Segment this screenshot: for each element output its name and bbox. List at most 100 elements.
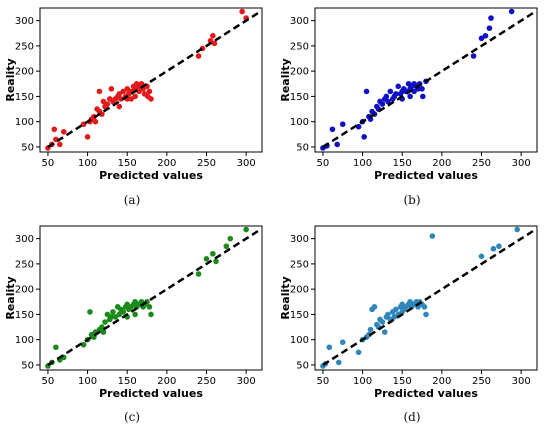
x-tick-label: 200 <box>432 158 451 169</box>
data-point <box>363 88 370 95</box>
reference-line <box>322 11 534 149</box>
data-point <box>84 134 91 140</box>
y-axis-label: Reality <box>279 58 292 101</box>
data-point <box>227 235 234 242</box>
data-point <box>116 103 123 110</box>
x-axis-label: Predicted values <box>374 387 478 400</box>
data-point <box>385 98 391 105</box>
data-point <box>100 329 107 335</box>
data-point <box>393 91 399 97</box>
data-point <box>120 309 127 315</box>
data-point <box>108 314 115 320</box>
x-tick-label: 50 <box>42 158 55 169</box>
data-point <box>486 25 493 32</box>
x-tick-label: 150 <box>393 376 412 387</box>
data-point <box>102 319 108 325</box>
y-tick-label: 200 <box>290 285 309 296</box>
x-axis-label: Predicted values <box>99 169 203 182</box>
x-tick-label: 100 <box>353 376 372 387</box>
scatter-chart-d: 50 100 150 200 250 300 50 100 150 200 250 300 Predic… <box>279 225 538 400</box>
data-point <box>124 86 131 92</box>
y-tick-label: 50 <box>296 142 309 153</box>
data-point <box>470 53 477 59</box>
data-point <box>136 88 142 95</box>
y-tick-label: 100 <box>15 335 34 346</box>
data-point <box>128 96 134 102</box>
data-point <box>355 123 362 130</box>
data-point <box>379 319 386 325</box>
data-point <box>100 98 107 105</box>
x-tick-label: 300 <box>237 158 256 169</box>
y-tick-label: 300 <box>290 234 309 245</box>
data-point <box>132 311 138 318</box>
y-tick-label: 300 <box>290 16 309 27</box>
data-point <box>210 32 216 39</box>
data-point <box>239 8 245 15</box>
data-point <box>496 243 502 250</box>
data-point <box>53 344 59 351</box>
data-point <box>326 344 333 351</box>
x-tick-label: 50 <box>42 376 55 387</box>
data-point <box>148 96 154 102</box>
x-tick-label: 100 <box>353 158 372 169</box>
y-tick-label: 250 <box>290 41 309 52</box>
y-tick-label: 150 <box>290 92 309 103</box>
data-point <box>80 341 87 348</box>
x-tick-label: 200 <box>432 376 451 387</box>
data-point <box>488 15 494 21</box>
data-point <box>371 304 378 310</box>
data-point <box>339 339 346 346</box>
data-point <box>387 88 394 95</box>
plot-frame <box>314 7 538 153</box>
y-tick-label: 150 <box>290 310 309 321</box>
data-point <box>87 309 93 315</box>
x-tick-label: 150 <box>118 158 137 169</box>
data-point <box>478 35 485 42</box>
y-tick-label: 250 <box>15 259 34 270</box>
y-axis-label: Reality <box>279 276 292 319</box>
y-tick-label: 100 <box>290 335 309 346</box>
data-point <box>120 88 127 95</box>
data-point <box>210 250 216 257</box>
data-point <box>60 128 67 135</box>
data-point <box>57 141 63 148</box>
x-tick-label: 50 <box>317 376 330 387</box>
y-tick-label: 100 <box>15 117 34 128</box>
data-point <box>429 233 436 239</box>
data-point <box>393 306 399 313</box>
data-point <box>419 86 425 92</box>
data-point <box>203 256 210 262</box>
data-point <box>96 88 103 95</box>
y-tick-label: 200 <box>15 285 34 296</box>
data-point <box>385 311 391 318</box>
data-point <box>423 311 429 318</box>
y-tick-label: 50 <box>21 360 34 371</box>
y-axis-label: Reality <box>4 276 17 319</box>
data-point <box>420 93 426 100</box>
scatter-chart-b: 50 100 150 200 250 300 50 100 150 200 250 300 Predic… <box>279 7 538 182</box>
data-point <box>132 93 138 100</box>
data-point <box>508 8 515 15</box>
y-tick-label: 200 <box>15 67 34 78</box>
data-point <box>104 101 111 107</box>
data-point <box>339 121 346 128</box>
data-point <box>490 245 497 252</box>
y-axis-label: Reality <box>4 58 17 101</box>
data-point <box>132 298 138 305</box>
data-point <box>118 96 124 102</box>
x-tick-label: 300 <box>512 158 531 169</box>
x-tick-label: 200 <box>157 158 176 169</box>
data-point <box>395 83 402 90</box>
data-point <box>207 38 214 44</box>
data-point <box>243 226 249 233</box>
chart-panel-b: 50 100 150 200 250 300 50 100 150 200 250 300 Predic… <box>275 0 550 185</box>
data-point <box>407 298 413 305</box>
x-tick-label: 250 <box>472 376 491 387</box>
chart-panel-a: 50 100 150 200 250 300 50 100 150 200 250 300 Predic… <box>0 0 275 185</box>
y-tick-label: 200 <box>290 67 309 78</box>
y-tick-label: 300 <box>15 16 34 27</box>
caption-b: (b) <box>403 193 421 207</box>
data-point <box>124 301 131 308</box>
caption-a: (a) <box>123 193 141 207</box>
x-tick-label: 150 <box>393 158 412 169</box>
